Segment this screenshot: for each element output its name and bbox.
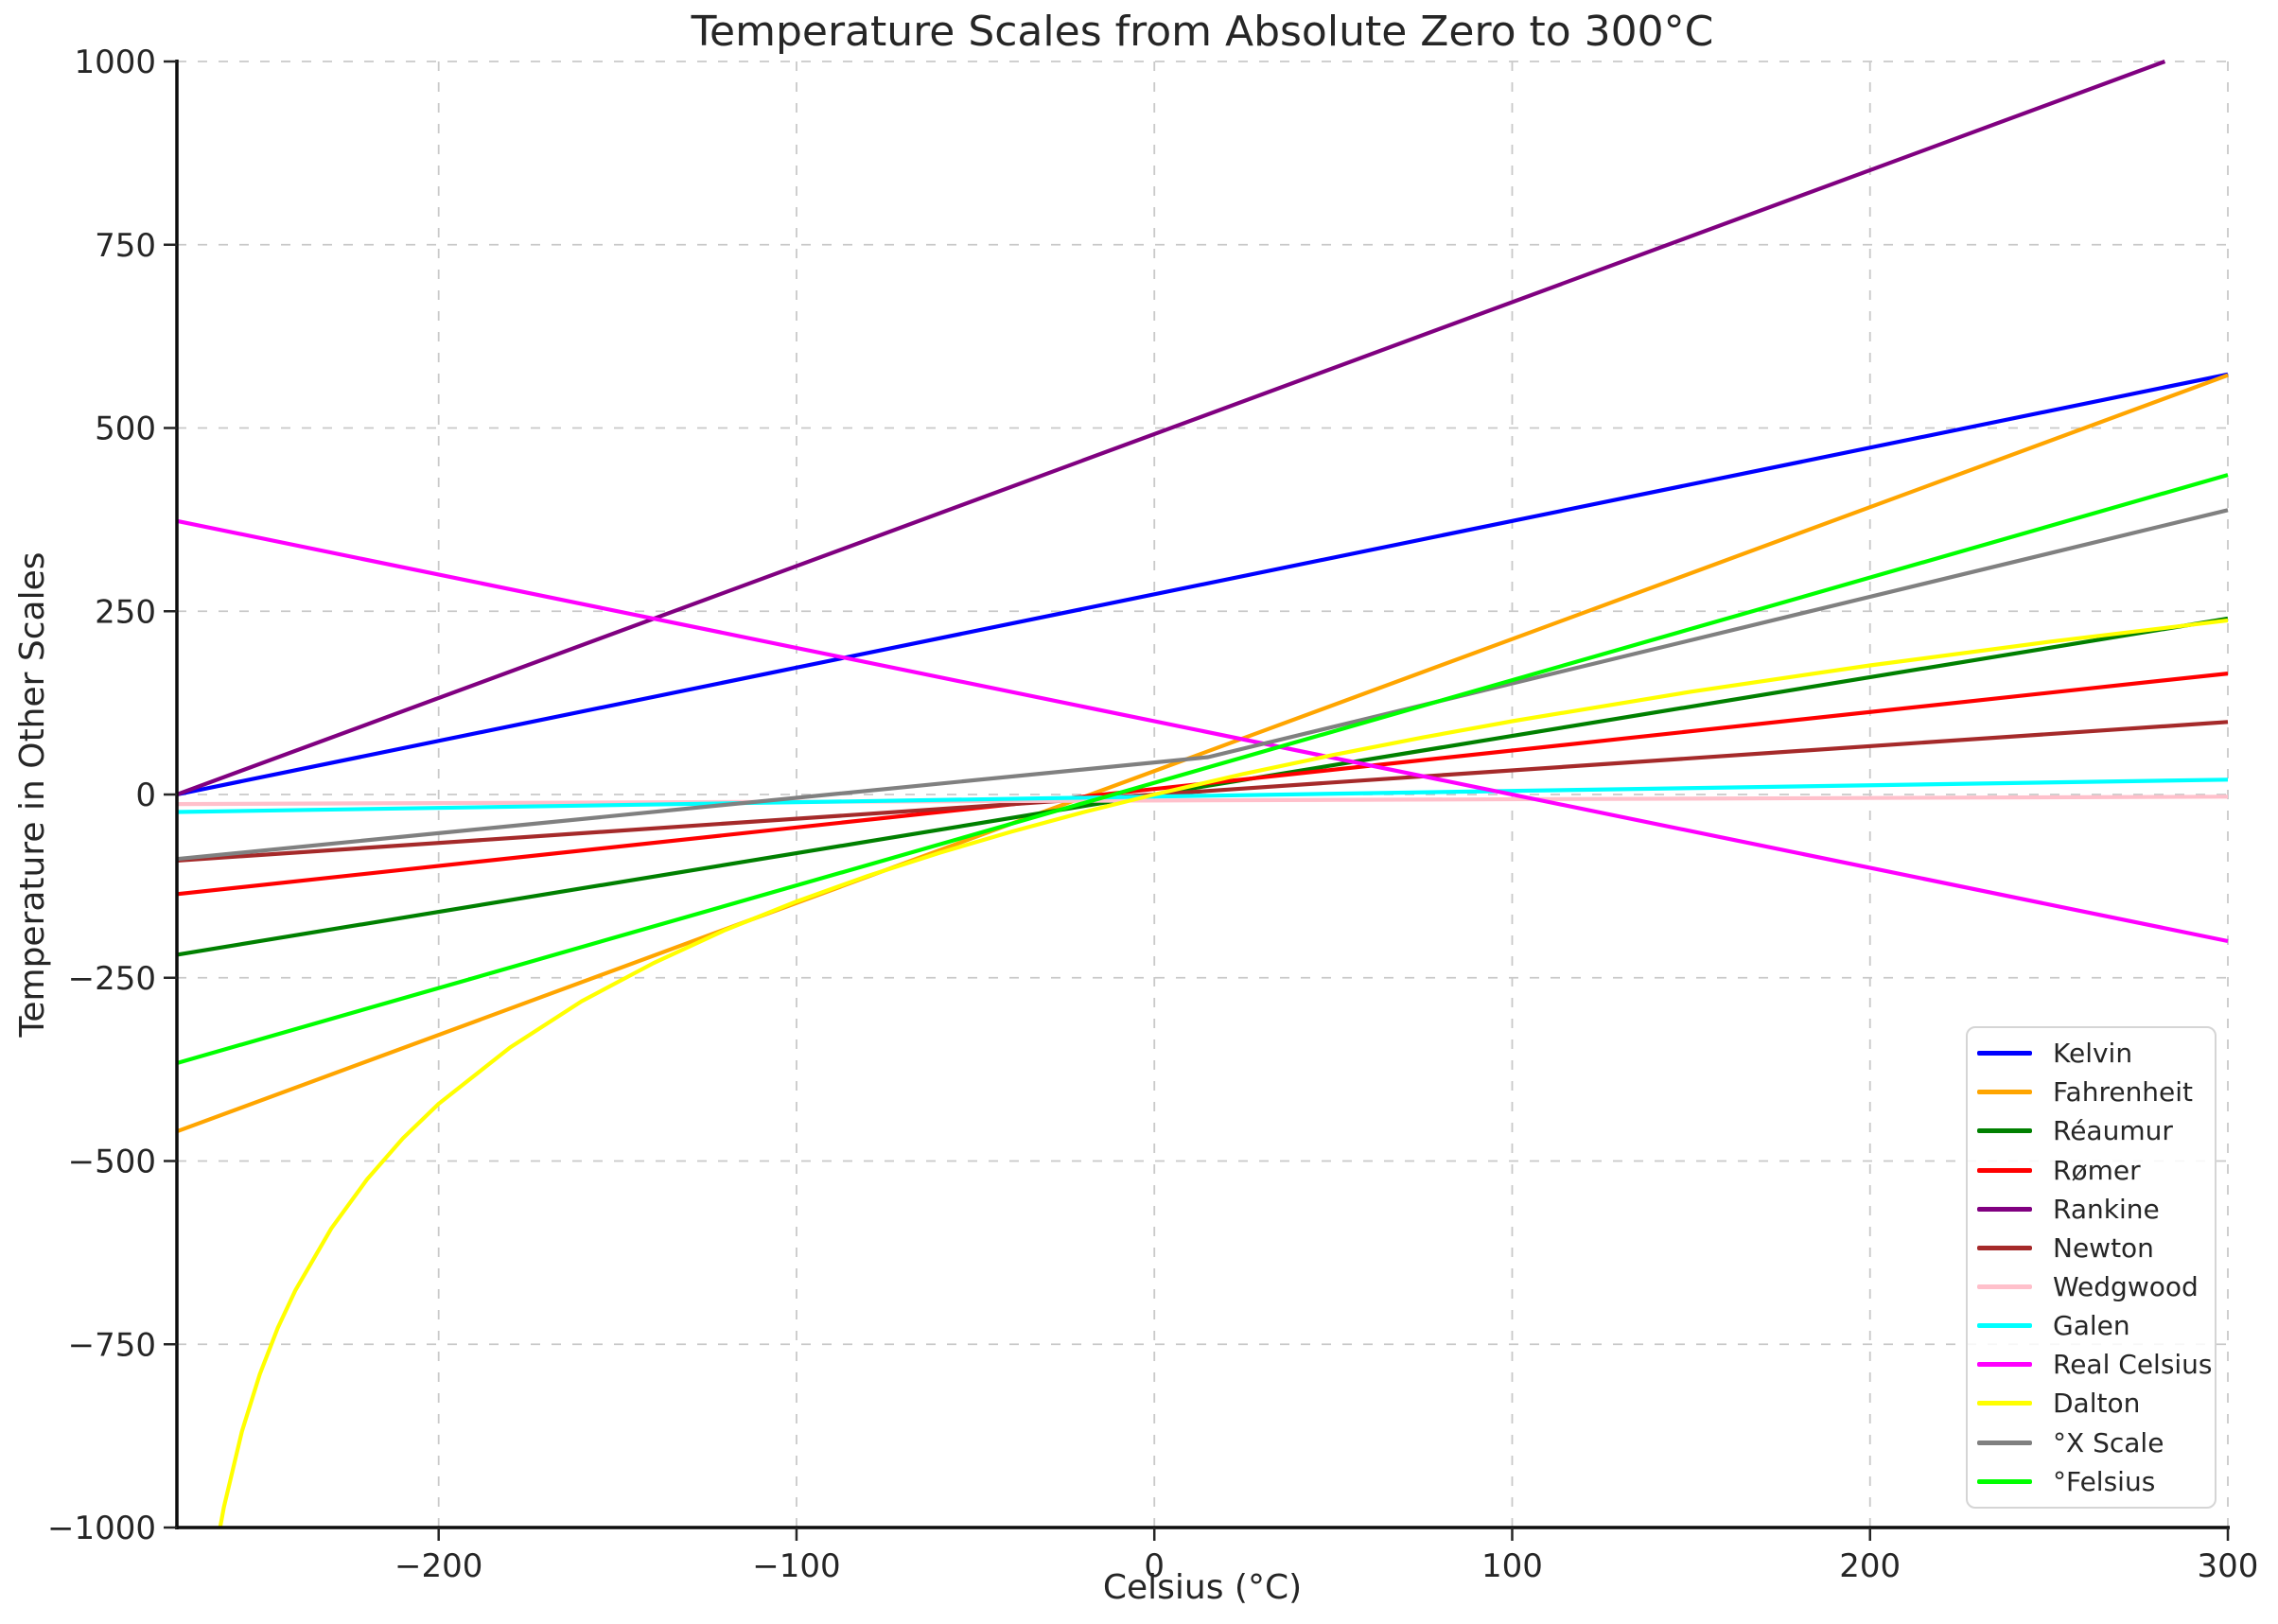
series-line-kelvin <box>176 372 2229 797</box>
y-tick-label--500: −500 <box>68 1144 156 1181</box>
y-tick-label-0: 0 <box>135 777 156 814</box>
legend-swatch-rankine <box>1977 1206 2032 1212</box>
legend-item-felsius: °Felsius <box>1977 1462 2215 1500</box>
series-line-felsius <box>176 473 2229 1066</box>
legend-swatch-kelvin <box>1977 1051 2032 1056</box>
legend-label-wedgwood: Wedgwood <box>2053 1271 2199 1303</box>
y-tick-label--1000: −1000 <box>47 1510 156 1547</box>
legend-label-x-scale: °X Scale <box>2053 1426 2164 1458</box>
series-line-fahrenheit <box>176 373 2229 1134</box>
legend-label-dalton: Dalton <box>2053 1388 2141 1420</box>
legend-label-fahrenheit: Fahrenheit <box>2053 1076 2194 1109</box>
series-line-galen <box>176 777 2229 814</box>
y-tick-label-1000: 1000 <box>74 44 156 81</box>
legend-label-galen: Galen <box>2053 1310 2130 1342</box>
legend-swatch-reaumur <box>1977 1128 2032 1134</box>
legend-item-dalton: Dalton <box>1977 1385 2215 1423</box>
legend-swatch-fahrenheit <box>1977 1090 2032 1095</box>
legend-item-kelvin: Kelvin <box>1977 1035 2215 1073</box>
legend-swatch-x-scale <box>1977 1440 2032 1445</box>
legend-item-newton: Newton <box>1977 1229 2215 1266</box>
legend-item-wedgwood: Wedgwood <box>1977 1268 2215 1306</box>
legend-swatch-wedgwood <box>1977 1284 2032 1290</box>
x-tick-label--100: −100 <box>752 1547 840 1585</box>
x-tick-label-100: 100 <box>1481 1547 1543 1585</box>
legend-swatch-dalton <box>1977 1401 2032 1406</box>
series-line-real-celsius <box>176 518 2229 944</box>
series-line-reaumur <box>176 616 2229 957</box>
y-tick-label-750: 750 <box>95 227 156 265</box>
y-tick-label-250: 250 <box>95 593 156 631</box>
legend-swatch-felsius <box>1977 1478 2032 1484</box>
y-tick-label-500: 500 <box>95 410 156 448</box>
legend-label-reaumur: Réaumur <box>2053 1115 2173 1147</box>
legend-label-kelvin: Kelvin <box>2053 1038 2133 1070</box>
legend-swatch-galen <box>1977 1323 2032 1329</box>
x-tick-label-200: 200 <box>1839 1547 1901 1585</box>
legend-item-r-mer: Rømer <box>1977 1151 2215 1189</box>
legend-swatch-newton <box>1977 1245 2032 1250</box>
legend-item-reaumur: Réaumur <box>1977 1112 2215 1150</box>
x-tick-label--200: −200 <box>394 1547 482 1585</box>
legend-item-x-scale: °X Scale <box>1977 1423 2215 1461</box>
legend-label-rankine: Rankine <box>2053 1193 2160 1225</box>
series-line-rankine <box>176 60 2166 796</box>
series-line-dalton <box>218 618 2229 1528</box>
legend: Kelvin Fahrenheit Réaumur Rømer Rankine Newto… <box>1966 1026 2217 1509</box>
legend-item-galen: Galen <box>1977 1307 2215 1345</box>
x-tick-label-300: 300 <box>2198 1547 2259 1585</box>
series-line-wedgwood <box>176 795 2229 807</box>
y-tick-label--250: −250 <box>68 960 156 998</box>
series-line-newton <box>176 720 2229 863</box>
legend-swatch-real-celsius <box>1977 1362 2032 1368</box>
y-tick-label--750: −750 <box>68 1326 156 1364</box>
legend-label-newton: Newton <box>2053 1231 2154 1264</box>
legend-label-r-mer: Rømer <box>2053 1154 2141 1186</box>
chart-title: Temperature Scales from Absolute Zero to… <box>691 8 1714 56</box>
series-line-x-scale <box>176 508 2229 862</box>
legend-item-rankine: Rankine <box>1977 1190 2215 1228</box>
x-axis-label: Celsius (°C) <box>1102 1568 1303 1607</box>
legend-swatch-r-mer <box>1977 1167 2032 1173</box>
legend-label-real-celsius: Real Celsius <box>2053 1349 2213 1381</box>
legend-label-felsius: °Felsius <box>2053 1465 2156 1497</box>
legend-item-real-celsius: Real Celsius <box>1977 1346 2215 1384</box>
x-tick-label-0: 0 <box>1144 1547 1165 1585</box>
legend-item-fahrenheit: Fahrenheit <box>1977 1074 2215 1111</box>
